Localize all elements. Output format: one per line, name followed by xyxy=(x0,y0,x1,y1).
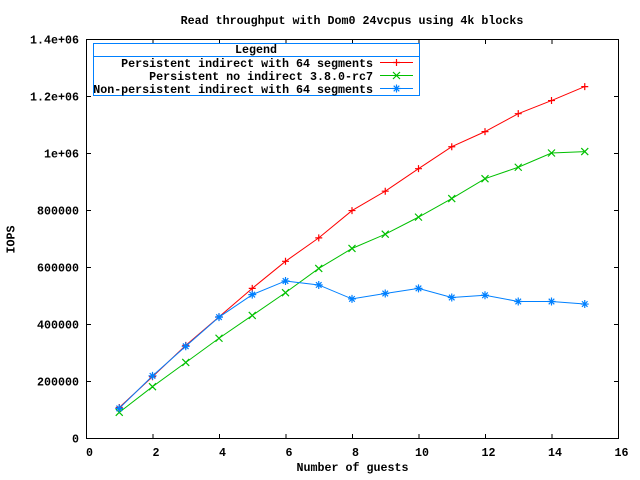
svg-text:16: 16 xyxy=(615,446,629,460)
svg-text:0: 0 xyxy=(72,433,79,447)
svg-text:600000: 600000 xyxy=(37,262,79,276)
svg-text:8: 8 xyxy=(352,446,359,460)
svg-text:Legend: Legend xyxy=(235,43,277,57)
svg-text:200000: 200000 xyxy=(37,376,79,390)
svg-text:1e+06: 1e+06 xyxy=(44,148,79,162)
svg-text:1.4e+06: 1.4e+06 xyxy=(30,34,79,48)
svg-text:6: 6 xyxy=(286,446,293,460)
svg-text:IOPS: IOPS xyxy=(5,226,19,254)
svg-text:Read throughput with Dom0 24vc: Read throughput with Dom0 24vcpus using … xyxy=(181,14,524,28)
svg-text:Persistent no indirect 3.8.0-r: Persistent no indirect 3.8.0-rc7 xyxy=(149,70,373,84)
svg-text:Number of guests: Number of guests xyxy=(297,461,409,475)
svg-text:Non-persistent indirect with 6: Non-persistent indirect with 64 segments xyxy=(93,83,373,97)
svg-text:800000: 800000 xyxy=(37,205,79,219)
svg-text:2: 2 xyxy=(153,446,160,460)
svg-text:12: 12 xyxy=(482,446,496,460)
svg-text:4: 4 xyxy=(219,446,226,460)
svg-text:1.2e+06: 1.2e+06 xyxy=(30,91,79,105)
svg-text:0: 0 xyxy=(86,446,93,460)
svg-text:Persistent indirect with 64 se: Persistent indirect with 64 segments xyxy=(121,57,373,71)
svg-text:400000: 400000 xyxy=(37,319,79,333)
svg-text:14: 14 xyxy=(548,446,562,460)
svg-text:10: 10 xyxy=(415,446,429,460)
